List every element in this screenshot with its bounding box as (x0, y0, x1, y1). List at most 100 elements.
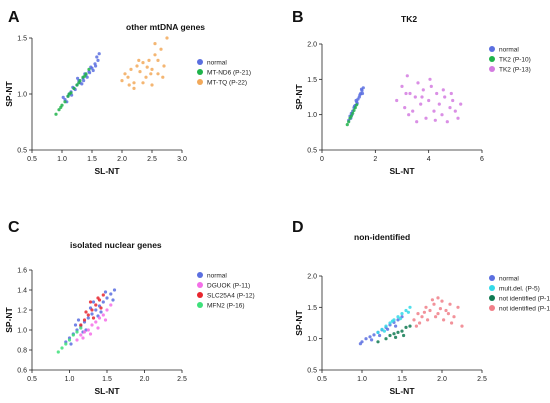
legend: normal MT-ND6 (P-21) MT-TQ (P-22) (197, 59, 251, 86)
data-point (129, 67, 133, 71)
data-point (88, 332, 93, 336)
data-point (144, 75, 148, 79)
data-point (95, 55, 99, 59)
x-tick-label: 2 (373, 156, 377, 163)
x-tick-label: 2.0 (117, 156, 127, 163)
data-point (355, 103, 359, 107)
data-point (80, 82, 84, 86)
data-point (82, 318, 87, 322)
data-point (353, 106, 357, 110)
data-point (111, 298, 115, 302)
y-axis-label: SP-NT (4, 306, 14, 332)
y-tick-label: 1.4 (17, 288, 27, 295)
data-point (402, 333, 406, 338)
chart-title: TK2 (401, 14, 417, 24)
legend-marker (197, 272, 203, 278)
data-point (153, 53, 157, 57)
data-point (54, 112, 58, 116)
legend-label: MT-TQ (P-22) (207, 79, 247, 86)
data-point (428, 77, 432, 81)
data-point (145, 65, 149, 69)
data-point (386, 327, 390, 331)
data-point (89, 65, 93, 69)
data-point (394, 335, 398, 339)
data-point (427, 98, 431, 103)
data-point (352, 108, 356, 112)
data-point (403, 106, 407, 110)
data-point (91, 68, 95, 73)
x-tick-label: 1.5 (397, 376, 407, 383)
legend-marker (197, 79, 203, 85)
data-point (378, 333, 382, 338)
data-point (396, 318, 400, 322)
data-point (351, 111, 355, 115)
data-point (138, 70, 142, 74)
data-point (126, 75, 130, 79)
data-point (442, 318, 446, 322)
y-axis-label: SP-NT (4, 80, 14, 106)
legend-label: not identified (P-17) (499, 295, 550, 302)
y-tick-label: 2.0 (307, 42, 317, 49)
data-point (446, 312, 450, 316)
y-tick-label: 1.0 (17, 92, 27, 99)
y-tick-label: 0.5 (307, 148, 317, 155)
data-point (103, 290, 108, 294)
data-point (75, 330, 79, 334)
data-point (82, 330, 87, 334)
x-tick-label: 1.5 (102, 376, 112, 383)
data-point (460, 324, 464, 328)
data-point (75, 83, 79, 87)
y-tick-label: 1.5 (307, 77, 317, 84)
data-point (56, 350, 60, 354)
data-point (384, 337, 388, 341)
data-point (408, 324, 412, 328)
data-point (440, 113, 444, 117)
data-point (96, 296, 100, 300)
data-point (105, 296, 109, 300)
data-point (413, 95, 417, 99)
panel-letter: B (292, 9, 304, 26)
chart-title: non-identified (354, 232, 410, 242)
data-point (347, 120, 351, 124)
data-point (149, 72, 153, 76)
data-point (414, 324, 418, 328)
y-tick-label: 1.5 (17, 36, 27, 43)
legend-marker (489, 56, 495, 62)
data-point (424, 305, 428, 309)
data-point (404, 325, 408, 329)
data-point (88, 71, 92, 75)
data-point (94, 303, 98, 307)
data-point (368, 335, 372, 339)
legend-label: normal (207, 272, 227, 279)
series-1 (75, 303, 113, 342)
data-point (420, 315, 424, 319)
legend-marker (197, 59, 203, 65)
x-tick-label: 4 (427, 156, 431, 163)
data-point (436, 312, 440, 316)
data-point (81, 336, 85, 340)
x-tick-label: 1.5 (87, 156, 97, 163)
x-tick-label: 0 (320, 156, 324, 163)
data-point (396, 315, 400, 319)
x-tick-label: 2.5 (477, 376, 487, 383)
data-point (123, 72, 127, 76)
x-tick-label: 1.0 (65, 376, 75, 383)
legend-marker (197, 69, 203, 75)
panel-letter: C (8, 219, 20, 236)
legend-marker (489, 305, 495, 311)
chart-title: isolated nuclear genes (70, 240, 162, 250)
legend-label: mult.del. (P-5) (499, 285, 540, 292)
legend-marker (197, 282, 203, 288)
x-tick-label: 2.0 (437, 376, 447, 383)
data-point (456, 116, 460, 120)
data-point (408, 305, 412, 309)
data-point (359, 87, 364, 91)
data-point (79, 333, 83, 337)
data-point (90, 312, 94, 316)
data-point (84, 310, 88, 314)
data-point (428, 308, 432, 313)
data-point (96, 326, 100, 330)
data-point (384, 324, 388, 328)
data-point (101, 300, 105, 304)
